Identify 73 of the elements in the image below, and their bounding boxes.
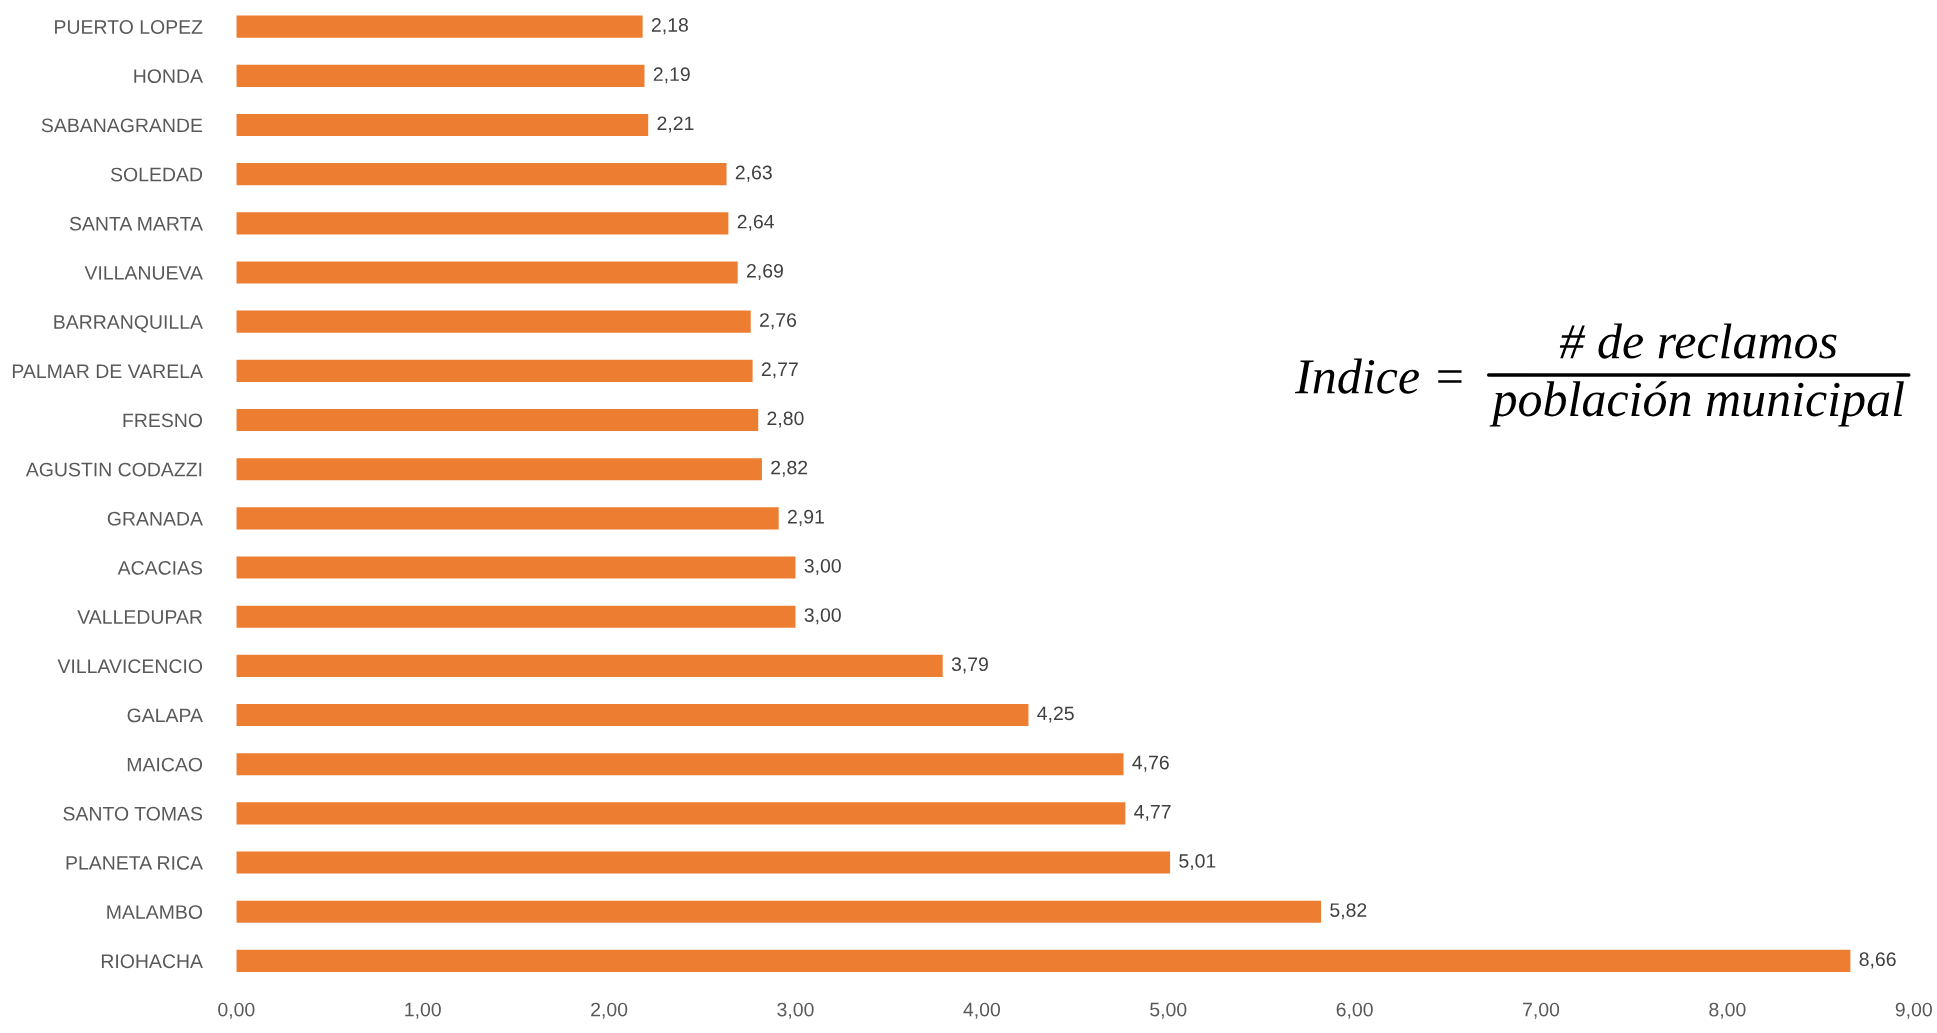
y-tick-label: HONDA [134, 69, 203, 84]
annotation: población municipal [1489, 381, 1904, 427]
bar [236, 949, 1851, 972]
bar [236, 900, 1322, 923]
y-tick-label: SANTO TOMAS [63, 806, 203, 821]
y-tick-label: FRESNO [123, 413, 203, 428]
y-tick-label: SABANAGRANDE [41, 118, 203, 133]
bar [236, 556, 796, 579]
y-tick-label: ACACIAS [117, 561, 203, 575]
y-tick-label: BARRANQUILLA [54, 315, 203, 333]
data-label: 2,80 [767, 411, 804, 428]
bar [236, 113, 649, 137]
annotation: # de reclamos [1559, 323, 1837, 359]
y-tick-label: GALAPA [127, 708, 203, 723]
y-tick-label: SOLEDAD [110, 167, 203, 182]
x-tick-label: 6,00 [1336, 1002, 1373, 1019]
x-tick-label: 8,00 [1709, 1002, 1746, 1019]
data-label: 2,69 [746, 263, 783, 281]
bar [236, 15, 643, 38]
bar [236, 310, 751, 333]
data-label: 2,76 [760, 313, 797, 330]
data-label: 4,77 [1134, 805, 1171, 821]
bar [236, 408, 759, 432]
y-tick-label: PALMAR DE VARELA [12, 364, 203, 378]
data-label: 2,63 [735, 165, 772, 182]
x-tick-label: 3,00 [777, 1002, 814, 1019]
annotation: Indice = [1294, 358, 1462, 394]
x-tick-label: 2,00 [591, 1002, 628, 1019]
data-label: 3,79 [951, 657, 988, 674]
y-tick-label: AGUSTIN CODAZZI [25, 462, 202, 477]
y-tick-label: MAICAO [127, 757, 203, 772]
data-label: 2,21 [657, 116, 694, 133]
y-tick-label: RIOHACHA [101, 954, 203, 969]
bar [236, 212, 729, 235]
data-label: 2,19 [653, 67, 690, 84]
y-tick-label: PUERTO LOPEZ [55, 20, 203, 34]
data-label: 5,01 [1179, 854, 1216, 871]
bar [236, 851, 1171, 874]
bar [236, 753, 1124, 776]
data-label: 2,82 [771, 460, 808, 477]
x-tick-label: 7,00 [1523, 1002, 1560, 1019]
x-tick-label: 1,00 [405, 1002, 441, 1019]
bar [236, 654, 943, 677]
bar [236, 261, 738, 284]
data-label: 2,64 [737, 214, 774, 231]
data-label: 2,91 [788, 509, 824, 526]
bar [236, 703, 1029, 727]
bar [236, 802, 1126, 825]
data-label: 8,66 [1859, 952, 1896, 969]
y-tick-label: GRANADA [107, 511, 203, 526]
bar [236, 64, 645, 87]
x-tick-label: 4,00 [963, 1002, 1001, 1019]
data-label: 4,76 [1132, 755, 1169, 772]
y-tick-label: VILLAVICENCIO [57, 659, 203, 674]
y-tick-label: VALLEDUPAR [77, 610, 203, 624]
data-label: 5,82 [1330, 903, 1367, 920]
y-tick-label: VILLANUEVA [84, 266, 203, 280]
bar [236, 507, 779, 530]
bar [236, 359, 753, 382]
data-label: 3,00 [804, 558, 841, 576]
bar [236, 163, 727, 186]
bar [236, 458, 762, 481]
data-label: 2,18 [651, 18, 688, 35]
data-label: 3,00 [804, 608, 841, 625]
y-tick-label: PLANETA RICA [66, 856, 203, 870]
x-tick-label: 5,00 [1150, 1002, 1187, 1019]
x-tick-label: 9,00 [1895, 1002, 1932, 1019]
data-label: 4,25 [1037, 706, 1074, 723]
data-label: 2,77 [761, 362, 798, 379]
y-tick-label: SANTA MARTA [69, 216, 203, 231]
bar [236, 605, 796, 628]
y-tick-label: MALAMBO [107, 905, 203, 919]
x-tick-label: 0,00 [218, 1002, 255, 1019]
